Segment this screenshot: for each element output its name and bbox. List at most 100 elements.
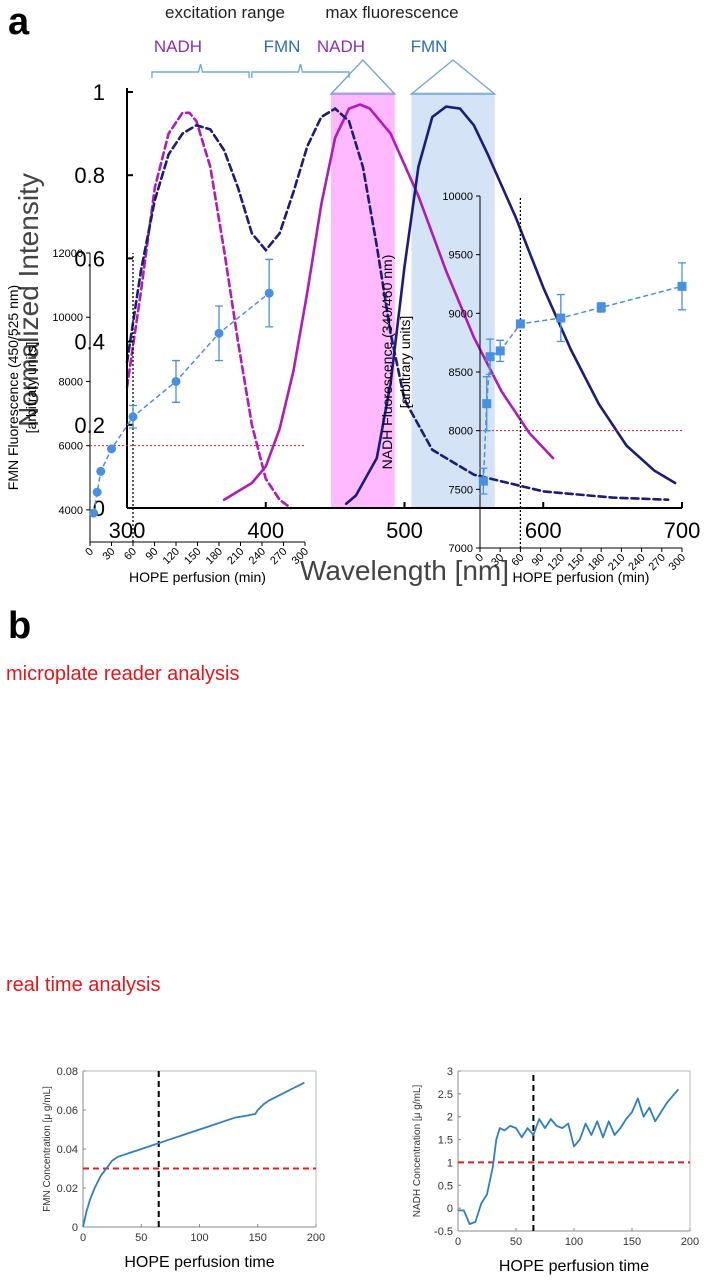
nadh-microplate-y-tick-label: 8500 — [449, 367, 473, 379]
nadh-realtime-x-tick-label: 0 — [455, 1236, 461, 1248]
nadh-microplate-y-label-units: [arbitrary units] — [397, 316, 413, 409]
fmn-microplate-x-tick-label: 90 — [143, 546, 160, 563]
spectra-x-tick-label: 700 — [664, 518, 701, 543]
fmn-realtime-x-label: HOPE perfusion time — [124, 1254, 274, 1271]
fmn-microplate-data-point — [96, 466, 106, 476]
nadh-microplate-x-label: HOPE perfusion (min) — [513, 569, 650, 585]
section-title-realtime: real time analysis — [6, 974, 161, 996]
nadh-microplate-y-tick-label: 9500 — [449, 250, 473, 262]
nadh-microplate-data-point — [515, 319, 525, 329]
annotation-max-fluorescence: max fluorescence — [325, 3, 458, 22]
fmn-microplate-x-label: HOPE perfusion (min) — [129, 569, 266, 585]
nadh-microplate-x-tick-label: 60 — [509, 552, 526, 569]
spectra-line-fmn-emission — [344, 105, 677, 506]
nadh-realtime-y-label: NADH Concentration [μ g/mL] — [412, 1085, 423, 1218]
nadh-microplate-x-tick-label: 300 — [667, 552, 688, 573]
nadh-realtime-y-tick-label: 2 — [447, 1112, 453, 1124]
nadh-microplate-data-point — [677, 281, 687, 291]
section-title-microplate: microplate reader analysis — [6, 663, 239, 685]
fmn-microplate-y-tick-label: 8000 — [59, 376, 83, 388]
nadh-microplate-data-point — [495, 346, 505, 356]
nadh-realtime-y-tick-label: 0.5 — [438, 1180, 453, 1192]
nadh-microplate-data-point — [556, 313, 566, 323]
fmn-realtime-x-tick-label: 50 — [135, 1232, 147, 1244]
fmn-microplate-y-tick-label: 4000 — [59, 505, 83, 517]
fmn-microplate-y-label: FMN Fluorescence (450/525 nm) — [5, 285, 21, 490]
fmn-microplate-y-label-units: [arbitraty units] — [23, 342, 39, 434]
nadh-microplate-data-point — [485, 352, 495, 362]
fmn-microplate-x-tick-label: 120 — [161, 546, 182, 567]
nadh-realtime-series-line — [458, 1088, 680, 1225]
nadh-microplate-y-label: NADH Fluorescence (340/460 nm) — [379, 255, 395, 470]
spectra-x-tick-label: 600 — [525, 518, 562, 543]
fmn-microplate-data-point — [214, 328, 224, 338]
fmn-microplate-x-tick-label: 0 — [83, 546, 96, 559]
fmn-realtime-x-tick-label: 0 — [80, 1232, 86, 1244]
panel-label-b: b — [8, 605, 31, 647]
fmn-microplate-series-line — [92, 292, 270, 514]
nadh-microplate-y-tick-label: 9000 — [449, 308, 473, 320]
nadh-realtime-y-tick-label: 1.5 — [438, 1135, 453, 1147]
spectra-y-tick-label: 1 — [93, 80, 105, 105]
fmn-microplate-data-point — [92, 487, 102, 497]
nadh-microplate-data-point — [482, 399, 492, 409]
spectra-x-tick-label: 300 — [109, 518, 146, 543]
fmn-realtime-y-tick-label: 0.06 — [57, 1105, 78, 1117]
fmn-realtime-y-tick-label: 0.02 — [57, 1183, 78, 1195]
nadh-realtime-y-tick-label: 2.5 — [438, 1089, 453, 1101]
nadh-microplate-y-tick-label: 10000 — [442, 191, 473, 203]
triangle-nadh-emission — [329, 58, 397, 95]
spectra-x-tick-label: 500 — [386, 518, 423, 543]
fmn-microplate-data-point — [89, 508, 99, 518]
nadh-realtime-x-tick-label: 150 — [623, 1236, 641, 1248]
spectra-chart: 300 400 500 600 70000.20.40.60.81Wavelength … — [13, 3, 700, 586]
fmn-realtime-series-line — [82, 1081, 305, 1228]
fmn-realtime-x-tick-label: 200 — [307, 1232, 325, 1244]
fmn-microplate-x-tick-label: 30 — [100, 546, 117, 563]
fmn-realtime-x-tick-label: 100 — [190, 1232, 208, 1244]
fmn-realtime-y-tick-label: 0.08 — [57, 1066, 78, 1078]
nadh-microplate-y-tick-label: 7500 — [449, 484, 473, 496]
nadh-realtime-y-tick-label: 3 — [447, 1066, 453, 1078]
spectra-y-tick-label: 0.8 — [74, 163, 105, 188]
nadh-microplate-data-point — [478, 476, 488, 486]
spectra-band-fmn — [411, 92, 495, 508]
fmn-realtime-y-tick-label: 0.04 — [57, 1144, 78, 1156]
spectra-line-nadh-emission — [222, 103, 555, 501]
spectra-x-label: Wavelength [nm] — [300, 555, 509, 586]
spectra-line-nadh-excitation — [125, 111, 292, 510]
nadh-realtime-x-tick-label: 200 — [681, 1236, 699, 1248]
nadh-realtime-y-tick-label: -0.5 — [434, 1226, 453, 1238]
fmn-microplate-x-tick-label: 60 — [122, 546, 139, 563]
fmn-microplate-data-point — [128, 412, 138, 422]
nadh-microplate-x-tick-label: 90 — [530, 552, 547, 569]
fmn-realtime-x-tick-label: 150 — [249, 1232, 267, 1244]
nadh-realtime-x-tick-label: 100 — [565, 1236, 583, 1248]
nadh-microplate-data-point — [596, 302, 606, 312]
annotation-excitation-range: excitation range — [165, 3, 285, 22]
spectra-x-tick-label: 400 — [247, 518, 284, 543]
nadh-realtime-x-tick-label: 50 — [510, 1236, 522, 1248]
nadh-realtime-x-label: HOPE perfusion time — [499, 1258, 649, 1275]
panel-label-a: a — [8, 1, 30, 43]
annotation-fmn-emission: FMN — [411, 37, 448, 56]
nadh-realtime-y-tick-label: 1 — [447, 1157, 453, 1169]
fmn-microplate-y-tick-label: 12000 — [52, 248, 83, 260]
fmn-realtime-chart: 0 50 100 150 200 0 0.02 0.04 0.06 0.08 HOPE perfus… — [42, 1066, 325, 1271]
nadh-realtime-y-tick-label: 0 — [447, 1203, 453, 1215]
nadh-microplate-y-tick-label: 8000 — [449, 426, 473, 438]
bracket-nadh-excitation — [151, 63, 250, 78]
bracket-fmn-excitation — [251, 63, 350, 78]
fmn-realtime-y-label: FMN Concentration [μ g/mL] — [42, 1086, 53, 1212]
fmn-microplate-x-tick-label: 180 — [204, 546, 225, 567]
fmn-microplate-data-point — [171, 376, 181, 386]
fmn-microplate-data-point — [107, 444, 116, 454]
annotation-fmn-excitation: FMN — [264, 37, 301, 56]
fmn-microplate-data-point — [264, 288, 274, 298]
nadh-microplate-series-line — [482, 285, 683, 482]
nadh-microplate-y-tick-label: 7000 — [449, 543, 473, 555]
fmn-microplate-x-tick-label: 150 — [182, 546, 203, 567]
nadh-microplate-x-tick-label: 270 — [646, 552, 667, 573]
fmn-microplate-y-tick-label: 10000 — [52, 312, 83, 324]
